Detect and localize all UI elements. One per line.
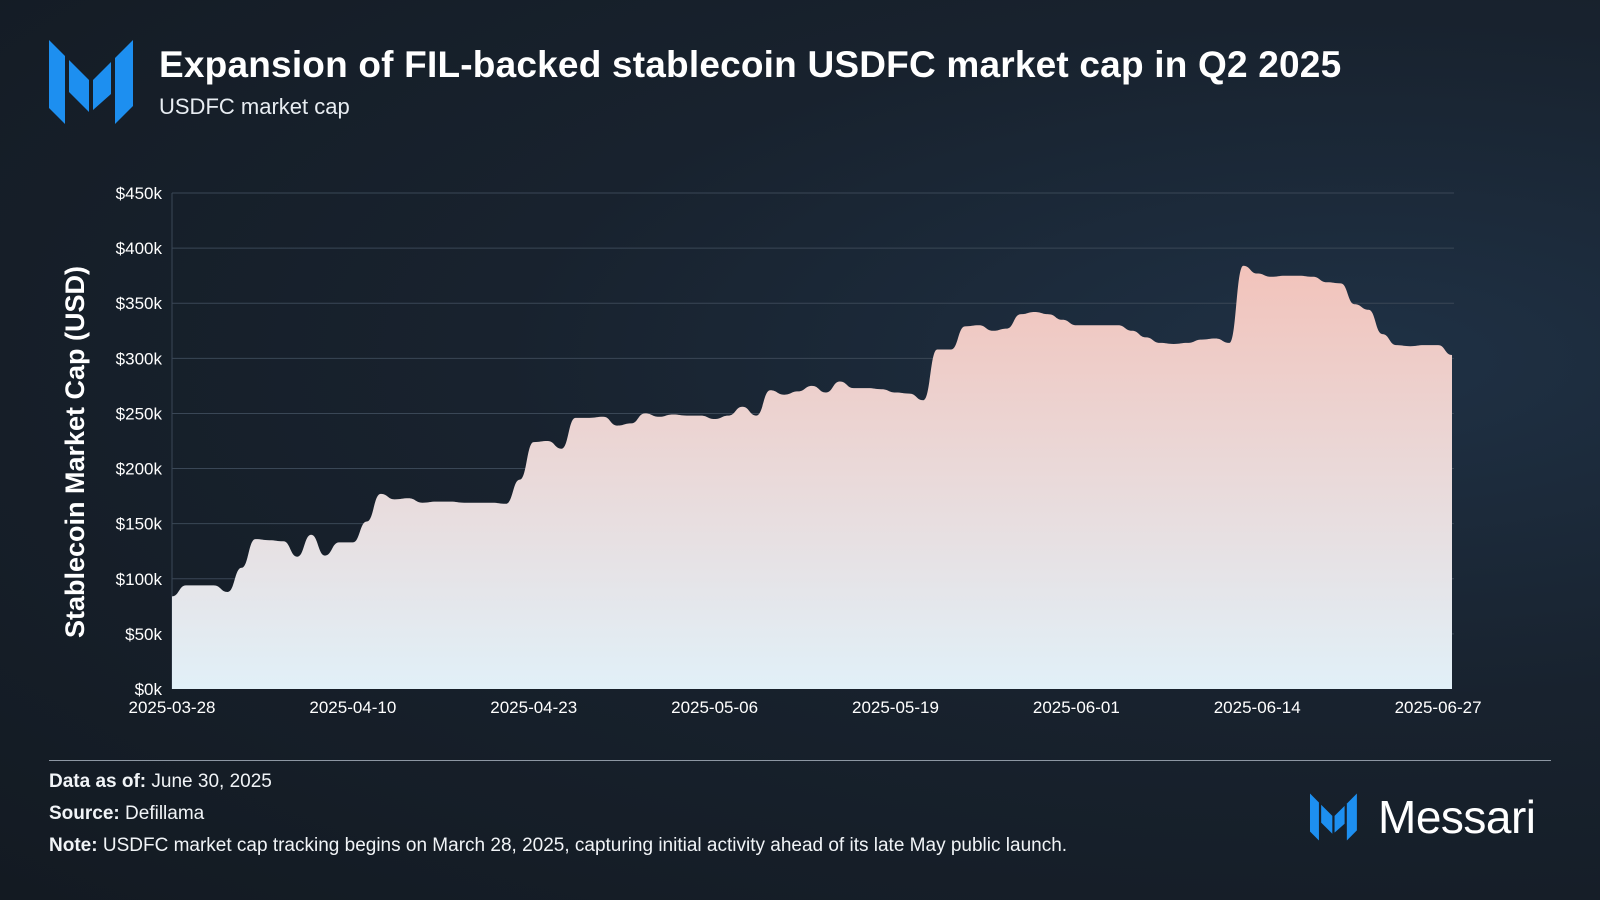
source-value: Defillama xyxy=(125,803,205,824)
y-tick-label: $400k xyxy=(116,239,163,258)
data-as-of-value: June 30, 2025 xyxy=(151,771,272,792)
y-tick-label: $350k xyxy=(116,294,163,313)
y-tick-label: $50k xyxy=(125,625,162,644)
chart-subtitle: USDFC market cap xyxy=(159,94,350,119)
note-value: USDFC market cap tracking begins on Marc… xyxy=(102,835,1068,856)
x-tick-label: 2025-04-10 xyxy=(309,698,396,717)
note-label: Note: xyxy=(49,835,98,856)
x-tick-label: 2025-06-14 xyxy=(1214,698,1301,717)
y-tick-label: $450k xyxy=(116,184,163,203)
messari-logo-icon xyxy=(49,40,133,124)
y-axis-title: Stablecoin Market Cap (USD) xyxy=(60,266,90,638)
source-label: Source: xyxy=(49,803,120,824)
x-tick-label: 2025-05-19 xyxy=(852,698,939,717)
y-tick-label: $100k xyxy=(116,570,163,589)
y-tick-label: $200k xyxy=(116,460,163,479)
y-tick-label: $150k xyxy=(116,515,163,534)
messari-brand: Messari xyxy=(1310,790,1536,844)
y-tick-label: $300k xyxy=(116,349,163,368)
x-tick-label: 2025-06-01 xyxy=(1033,698,1120,717)
x-tick-label: 2025-05-06 xyxy=(671,698,758,717)
data-as-of-label: Data as of: xyxy=(49,771,147,792)
x-tick-label: 2025-03-28 xyxy=(129,698,216,717)
footer-divider xyxy=(49,760,1551,761)
brand-name: Messari xyxy=(1378,791,1536,843)
x-tick-label: 2025-06-27 xyxy=(1395,698,1482,717)
y-tick-label: $250k xyxy=(116,404,163,423)
x-tick-label: 2025-04-23 xyxy=(490,698,577,717)
y-tick-label: $0k xyxy=(135,680,163,699)
source-line: Source: Defillama xyxy=(49,803,204,825)
data-as-of-line: Data as of: June 30, 2025 xyxy=(49,771,272,793)
series-area-usdfc-market-cap xyxy=(172,265,1452,689)
messari-logo-icon xyxy=(1310,793,1357,841)
note-line: Note: USDFC market cap tracking begins o… xyxy=(49,835,1067,857)
chart-title: Expansion of FIL-backed stablecoin USDFC… xyxy=(159,44,1342,85)
